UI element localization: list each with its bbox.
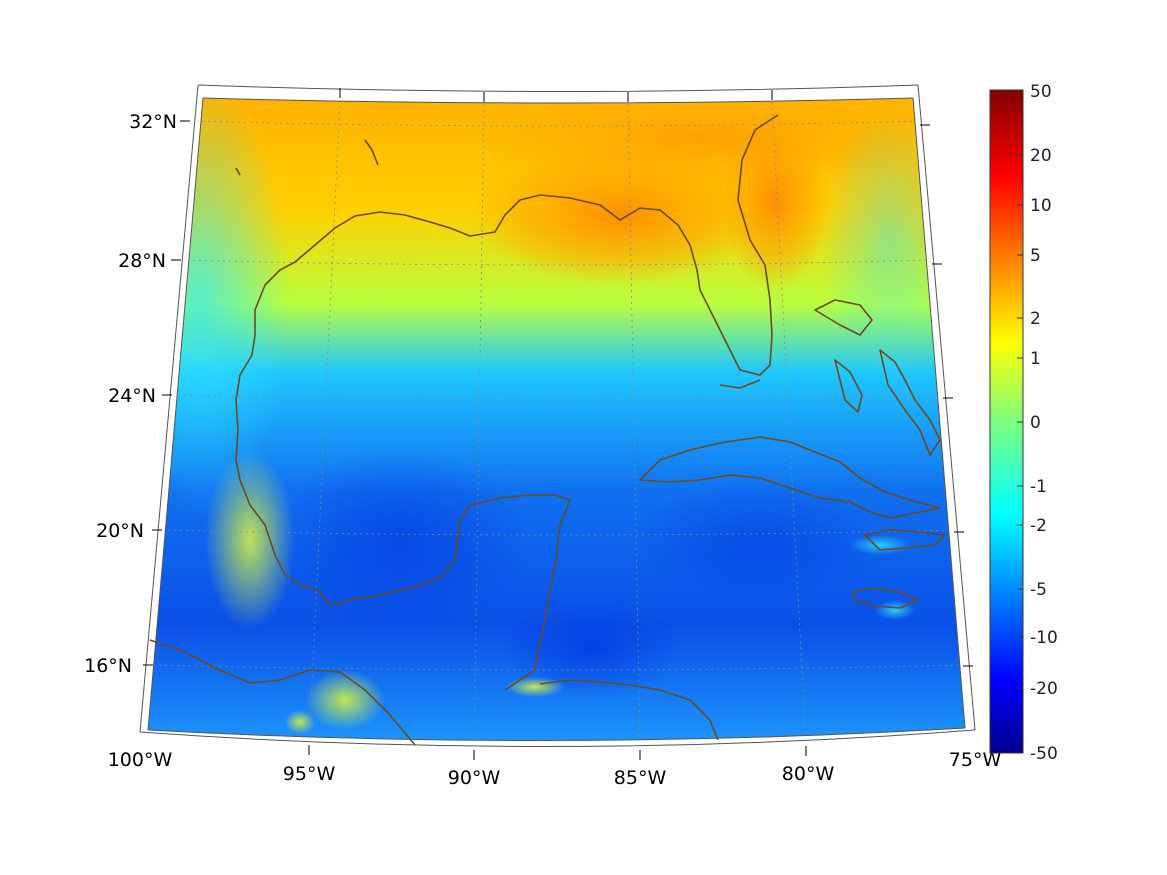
lon-label-90w: 90°W bbox=[448, 767, 501, 789]
lat-label-24n: 24°N bbox=[108, 385, 156, 407]
lon-label-100w: 100°W bbox=[108, 749, 173, 771]
colorbar-label-minus-10: -10 bbox=[1030, 628, 1058, 648]
colorbar-label-50: 50 bbox=[1030, 82, 1052, 102]
honduras-coastline bbox=[539, 679, 719, 741]
gulf-coastline bbox=[235, 114, 779, 691]
colorbar-label-2: 2 bbox=[1030, 309, 1041, 329]
colorbar-label-0: 0 bbox=[1030, 413, 1041, 433]
jamaica-coastline bbox=[851, 587, 919, 609]
colorbar-label-20: 20 bbox=[1030, 146, 1052, 166]
colorbar-ticks bbox=[1017, 154, 1023, 689]
colorbar-label-1: 1 bbox=[1030, 349, 1041, 369]
cuba-coastline bbox=[639, 436, 941, 519]
coastlines bbox=[149, 114, 946, 746]
colorbar-label-minus-2: -2 bbox=[1030, 516, 1047, 536]
map-frame bbox=[139, 84, 976, 748]
data-field bbox=[148, 98, 965, 741]
bahamas-coastline bbox=[814, 299, 873, 336]
lat-label-16n: 16°N bbox=[84, 655, 132, 677]
lat-label-28n: 28°N bbox=[118, 250, 166, 272]
colorbar-label-minus-5: -5 bbox=[1030, 580, 1047, 600]
colorbar-label-minus-1: -1 bbox=[1030, 477, 1047, 497]
lon-label-75w: 75°W bbox=[949, 749, 1002, 771]
lat-label-20n: 20°N bbox=[96, 520, 144, 542]
axis-ticks bbox=[143, 88, 973, 760]
lat-label-32n: 32°N bbox=[129, 111, 177, 133]
lon-label-85w: 85°W bbox=[614, 767, 667, 789]
lon-label-95w: 95°W bbox=[283, 763, 336, 785]
colorbar-label-10: 10 bbox=[1030, 196, 1052, 216]
colorbar-label-minus-50: -50 bbox=[1030, 744, 1058, 764]
lon-label-80w: 80°W bbox=[782, 763, 835, 785]
colorbar: 50 20 10 5 2 1 0 -1 -2 -5 -10 -20 -50 bbox=[989, 82, 1058, 764]
colorbar-label-minus-20: -20 bbox=[1030, 679, 1058, 699]
hispaniola-coastline bbox=[864, 529, 946, 551]
central-america-coastline bbox=[149, 639, 416, 746]
colorbar-label-5: 5 bbox=[1030, 246, 1041, 266]
